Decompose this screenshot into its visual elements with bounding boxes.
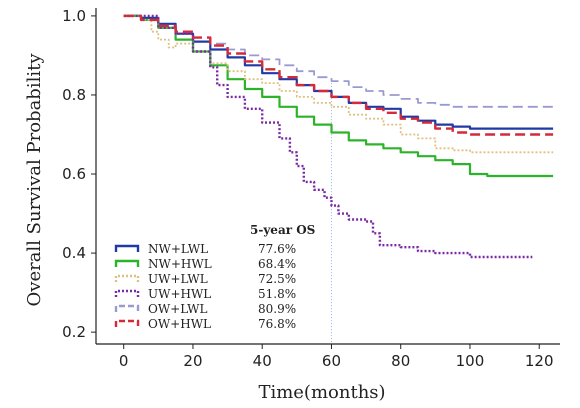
legend-swatch xyxy=(114,274,140,282)
x-tick-label: 100 xyxy=(456,352,485,370)
series-line-ow-hwl xyxy=(123,14,554,136)
series-line-ow-lwl xyxy=(123,15,554,108)
legend-os-value: 76.8% xyxy=(258,317,296,331)
legend-swatch xyxy=(114,259,140,267)
y-axis-title: Overall Survival Probability xyxy=(24,53,45,307)
legend: 5-year OS NW+LWL 77.6% NW+HWL 68.4% UW+LWL 72… xyxy=(114,223,315,331)
legend-swatch xyxy=(114,244,140,252)
legend-label: NW+HWL xyxy=(148,257,212,271)
legend-os-value: 68.4% xyxy=(258,257,296,271)
series-line-uw-hwl xyxy=(123,14,533,259)
ticks: 0 20 40 60 80 100 120 0.2 0.4 0.6 0.8 1.0 xyxy=(62,7,553,370)
x-tick-label: 0 xyxy=(119,352,129,370)
legend-label: OW+HWL xyxy=(148,317,211,331)
legend-os-value: 72.5% xyxy=(258,272,296,286)
x-tick-label: 60 xyxy=(322,352,341,370)
series-layer xyxy=(123,14,554,259)
x-tick-label: 20 xyxy=(183,352,202,370)
legend-header: 5-year OS xyxy=(250,223,315,237)
legend-label: OW+LWL xyxy=(148,302,207,316)
legend-swatch xyxy=(114,304,140,312)
legend-label: NW+LWL xyxy=(148,242,208,256)
x-tick-label: 40 xyxy=(253,352,272,370)
y-tick-label: 0.2 xyxy=(62,323,86,341)
series-line-uw-lwl xyxy=(123,15,554,154)
y-tick-label: 0.4 xyxy=(62,244,86,262)
legend-os-value: 80.9% xyxy=(258,302,296,316)
y-tick-label: 1.0 xyxy=(62,7,86,25)
legend-swatch xyxy=(114,319,140,327)
y-tick-label: 0.8 xyxy=(62,86,86,104)
legend-label: UW+HWL xyxy=(148,287,211,301)
series-line-nw-hwl xyxy=(123,14,554,178)
x-tick-label: 80 xyxy=(391,352,410,370)
legend-os-value: 77.6% xyxy=(258,242,296,256)
legend-swatch xyxy=(114,289,140,297)
legend-label: UW+LWL xyxy=(148,272,208,286)
x-axis-title: Time(months) xyxy=(258,382,385,403)
legend-os-value: 51.8% xyxy=(258,287,296,301)
y-tick-label: 0.6 xyxy=(62,165,86,183)
axes xyxy=(95,8,560,345)
x-tick-label: 120 xyxy=(525,352,554,370)
